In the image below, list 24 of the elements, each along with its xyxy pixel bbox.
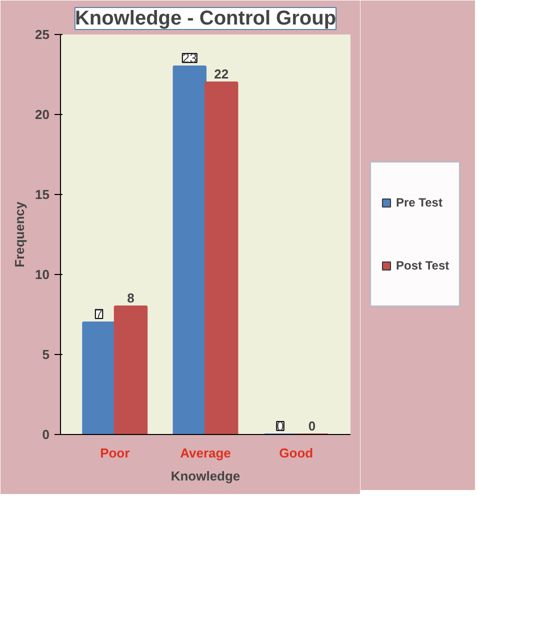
y-tick-label: 5	[42, 347, 50, 362]
bar	[204, 82, 238, 434]
data-label: 22	[214, 66, 229, 82]
y-tick-label: 0	[42, 427, 50, 442]
y-tick-label: 10	[35, 267, 50, 282]
bar	[172, 66, 206, 434]
data-label: 7	[95, 306, 103, 322]
data-label: 23	[182, 50, 197, 66]
legend-label: Post Test	[396, 258, 450, 274]
y-axis-title: Frequency	[12, 200, 28, 268]
data-label: 0	[308, 418, 316, 434]
chart-title: Knowledge - Control Group	[74, 8, 336, 30]
x-axis-title: Knowledge	[170, 468, 240, 484]
data-label: 0	[276, 418, 284, 434]
x-tick-label: Poor	[100, 446, 130, 460]
y-tick-label: 15	[35, 187, 50, 202]
x-tick-label: Average	[180, 446, 231, 460]
y-tick-label: 20	[35, 107, 50, 122]
bar	[82, 322, 116, 434]
y-tick-label: 25	[35, 27, 50, 42]
bar	[114, 306, 148, 434]
legend-label: Pre Test	[396, 194, 442, 212]
x-tick-label: Good	[279, 446, 314, 460]
data-label: 8	[127, 290, 134, 306]
